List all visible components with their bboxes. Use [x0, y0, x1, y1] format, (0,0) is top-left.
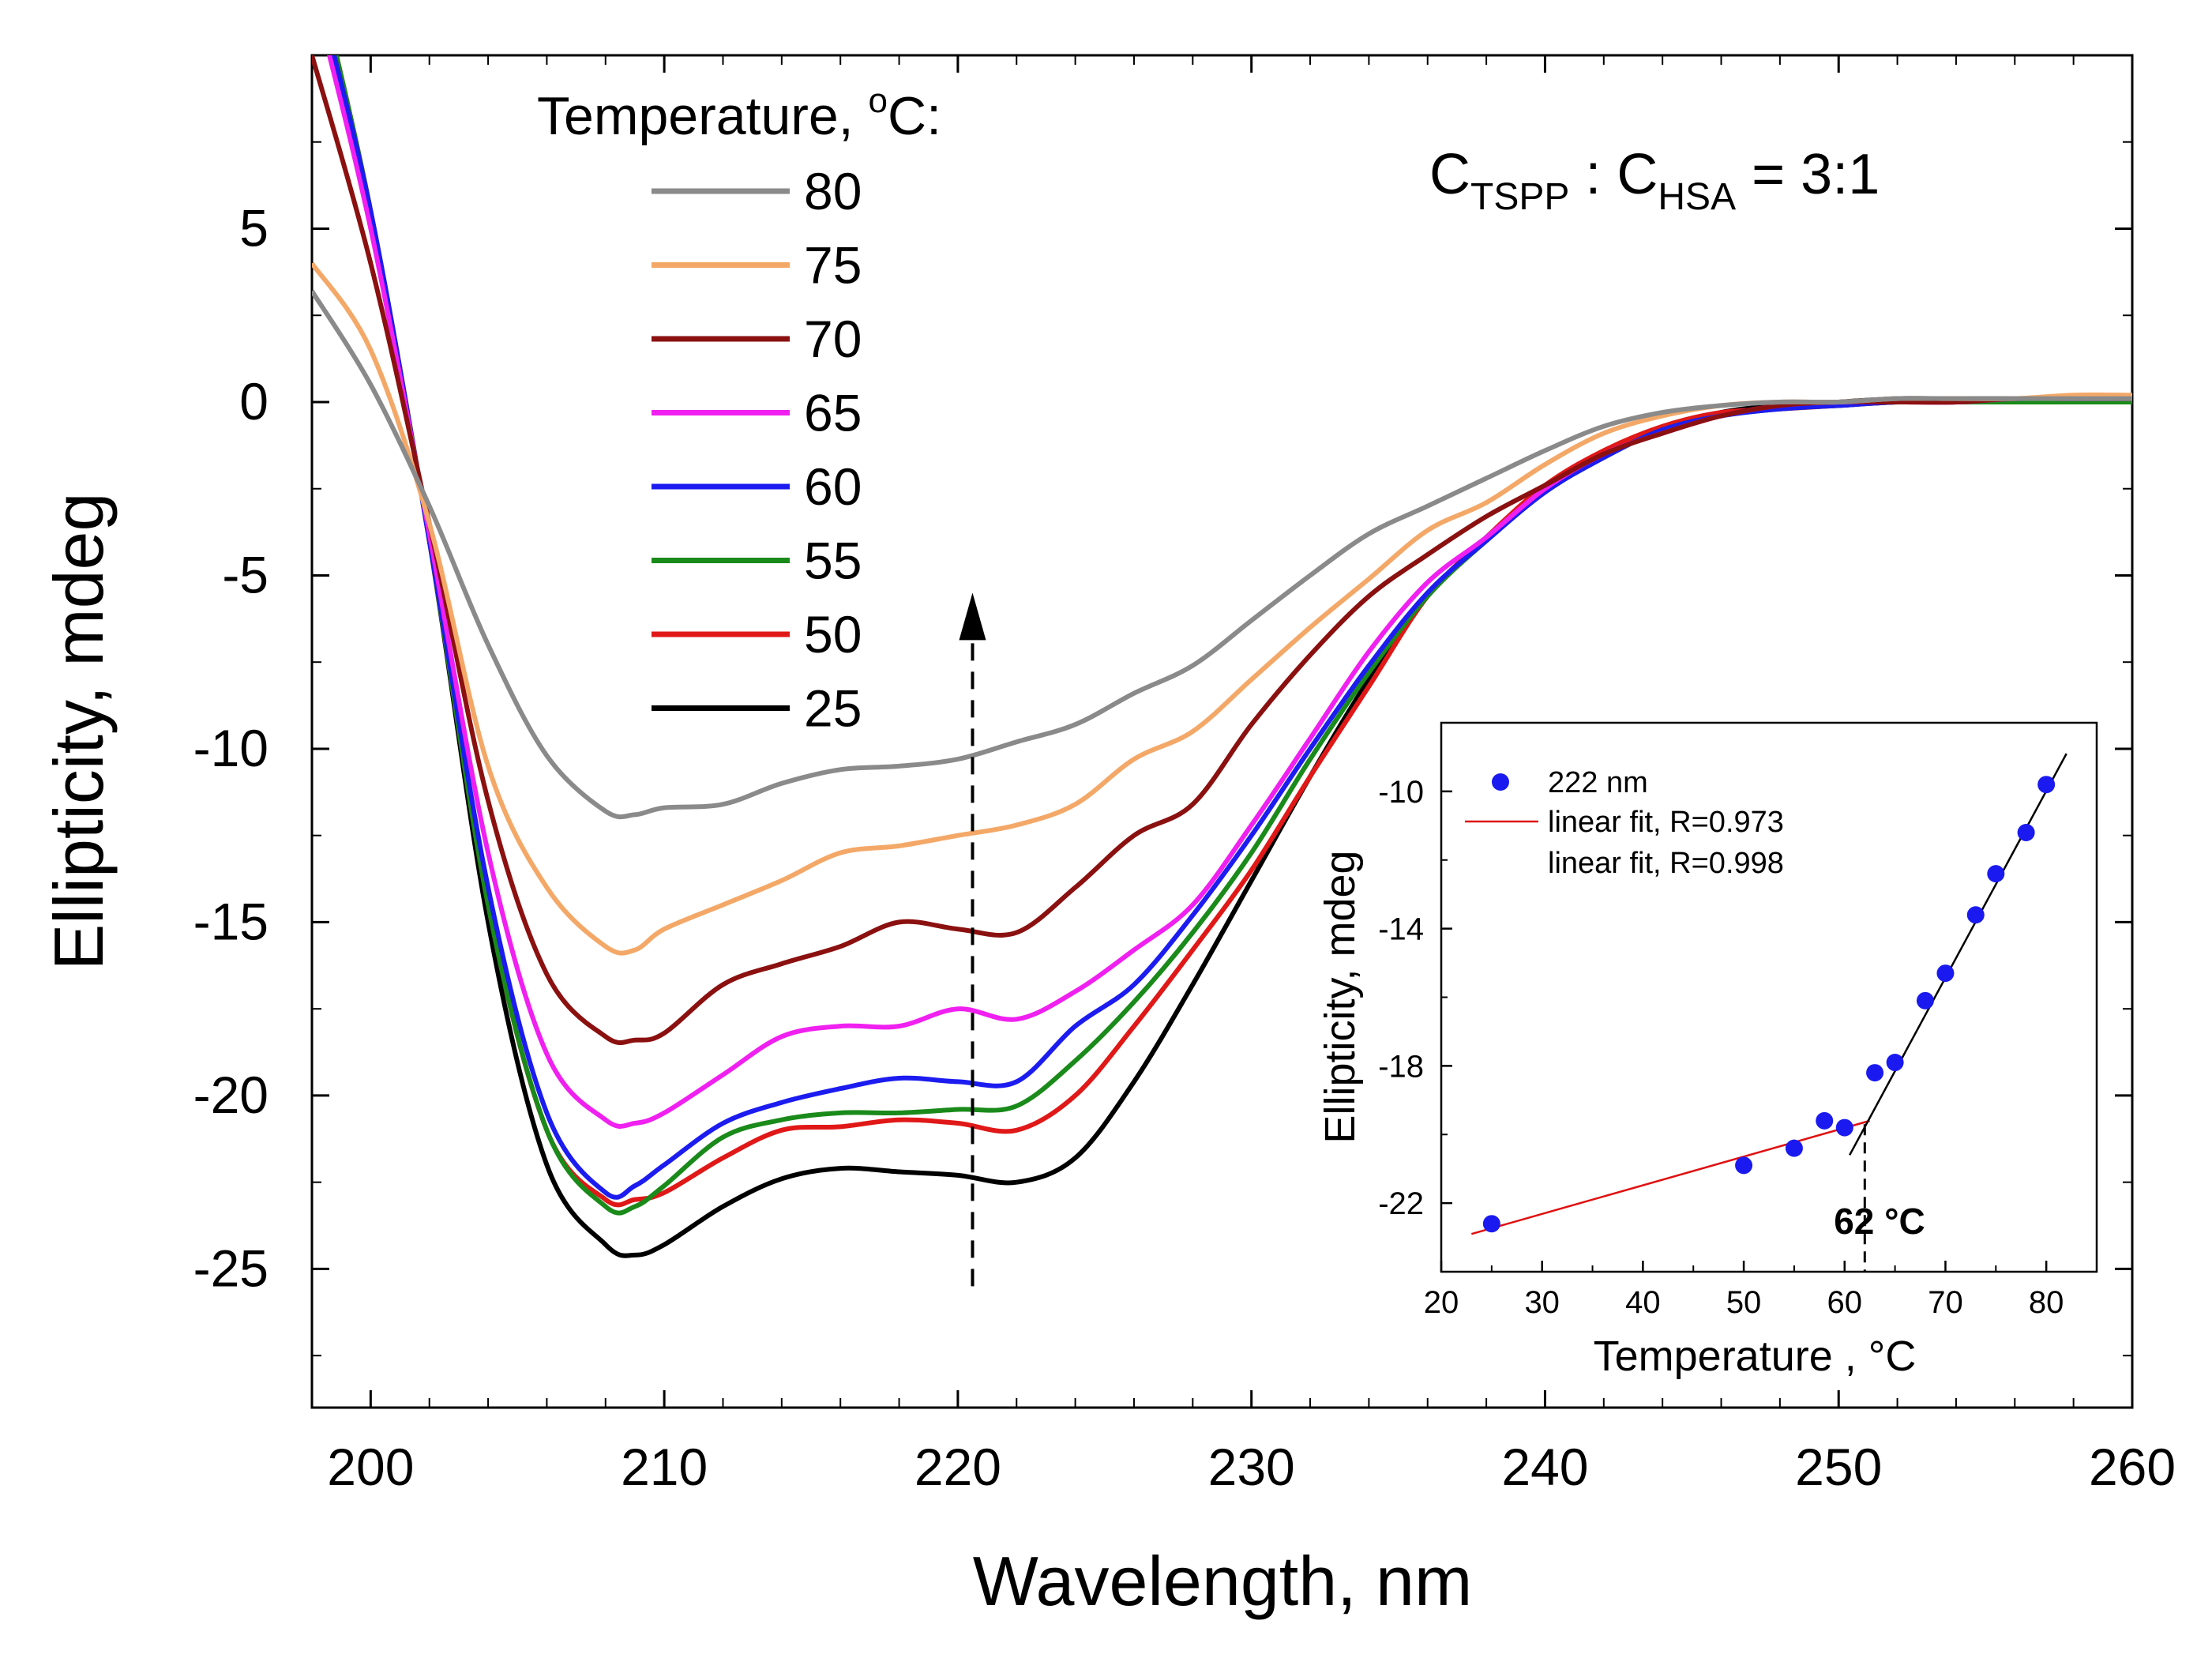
temperature-arrow: [959, 592, 986, 1287]
x-tick-label: 250: [1795, 1438, 1882, 1496]
data-point: [1835, 1118, 1853, 1137]
ratio-tspp-sub: TSPP: [1470, 176, 1569, 218]
y-tick-label: 5: [239, 198, 269, 257]
y-axis-title: Ellipticity, mdeg: [39, 493, 118, 971]
legend-title-sup: o: [869, 81, 888, 120]
inset-legend-label-fit-1: linear fit, R=0.973: [1548, 806, 1784, 839]
data-point: [1916, 991, 1934, 1009]
inset-x-tick-label: 70: [1928, 1285, 1963, 1320]
legend-label-50: 50: [804, 605, 862, 664]
inset-legend-marker: [1492, 773, 1509, 791]
inset-x-tick-label: 20: [1424, 1285, 1459, 1320]
legend-title: Temperature, oC:: [537, 81, 941, 146]
inset-plot: [1470, 753, 2067, 1272]
inset-legend-label-points: 222 nm: [1548, 766, 1648, 799]
inset-y-tick-label: -22: [1378, 1186, 1424, 1221]
x-tick-label: 200: [327, 1438, 414, 1496]
data-point: [2017, 824, 2035, 841]
inset-x-tick-label: 50: [1726, 1285, 1762, 1320]
legend-label-80: 80: [804, 162, 862, 220]
legend-label-55: 55: [804, 532, 862, 590]
inset-x-axis-title: Temperature , °C: [1594, 1333, 1917, 1380]
inset-y-tick-label: -18: [1378, 1049, 1424, 1084]
ratio-annotation: CTSPP : CHSA = 3:1: [1429, 143, 1880, 218]
y-tick-label: -10: [193, 719, 269, 777]
data-point: [1936, 964, 1955, 983]
inset-tick-labels: 20 30 40 50 60 70 80 -10 -14 -18 -22: [1378, 775, 2064, 1320]
ratio-separator: : C: [1569, 143, 1658, 206]
main-legend: 80 75 70 65 60 55 50 25: [652, 162, 862, 738]
inset-y-axis-title: Ellipticity, mdeg: [1316, 850, 1364, 1143]
inset-ticks: [1440, 722, 2097, 1273]
y-tick-label: -25: [193, 1239, 269, 1297]
inset-y-tick-label: -10: [1378, 775, 1424, 810]
x-axis-title: Wavelength, nm: [973, 1542, 1473, 1620]
legend-label-70: 70: [804, 310, 862, 368]
fit-line-2: [1849, 753, 2067, 1156]
fit-line-1: [1470, 1119, 1871, 1235]
data-point: [1987, 865, 2005, 883]
inset-x-tick-label: 80: [2029, 1285, 2064, 1320]
inset-y-tick-label: -14: [1378, 912, 1424, 947]
ratio-suffix: = 3:1: [1736, 143, 1880, 206]
legend-label-65: 65: [804, 384, 862, 442]
inset-legend-label-fit-2: linear fit, R=0.998: [1548, 847, 1784, 880]
main-plot-frame: [310, 54, 2134, 1409]
legend-label-25: 25: [804, 679, 862, 738]
arrow-head: [959, 592, 986, 641]
x-tick-label: 260: [2089, 1438, 2176, 1496]
data-point: [1886, 1054, 1904, 1072]
inset-x-tick-label: 40: [1625, 1285, 1661, 1320]
x-tick-label: 230: [1208, 1438, 1295, 1496]
inset-frame: [1440, 721, 2098, 1273]
x-tick-label: 240: [1501, 1438, 1588, 1496]
main-curves: [312, 55, 2132, 1258]
data-point: [1735, 1156, 1753, 1175]
series-line-60: [331, 55, 2132, 1200]
data-point: [1816, 1111, 1834, 1130]
legend-label-60: 60: [804, 457, 862, 516]
crossing-label: 62 °C: [1834, 1201, 1925, 1242]
ratio-prefix: C: [1429, 143, 1470, 206]
series-line-70: [312, 55, 2132, 1045]
y-tick-label: -5: [222, 545, 269, 603]
legend-title-suffix: C:: [888, 86, 941, 146]
legend-label-75: 75: [804, 236, 862, 295]
inset-legend: 222 nm linear fit, R=0.973 linear fit, R=0…: [1465, 766, 1784, 880]
ratio-hsa-sub: HSA: [1658, 176, 1736, 218]
data-point: [1482, 1215, 1500, 1233]
data-point: [1966, 906, 1985, 924]
data-point: [1866, 1064, 1884, 1082]
y-tick-label: -20: [193, 1066, 269, 1124]
y-tick-label: -15: [193, 892, 269, 950]
x-tick-label: 220: [914, 1438, 1001, 1496]
series-line-80: [312, 289, 2132, 820]
inset-x-tick-label: 60: [1827, 1285, 1863, 1320]
legend-title-prefix: Temperature,: [537, 86, 869, 146]
x-tick-label: 210: [621, 1438, 708, 1496]
y-tick-label: 0: [239, 372, 269, 430]
main-ticks: [312, 55, 2134, 1408]
inset-x-tick-label: 30: [1524, 1285, 1560, 1320]
data-point: [1785, 1139, 1803, 1157]
data-point: [2037, 776, 2056, 794]
